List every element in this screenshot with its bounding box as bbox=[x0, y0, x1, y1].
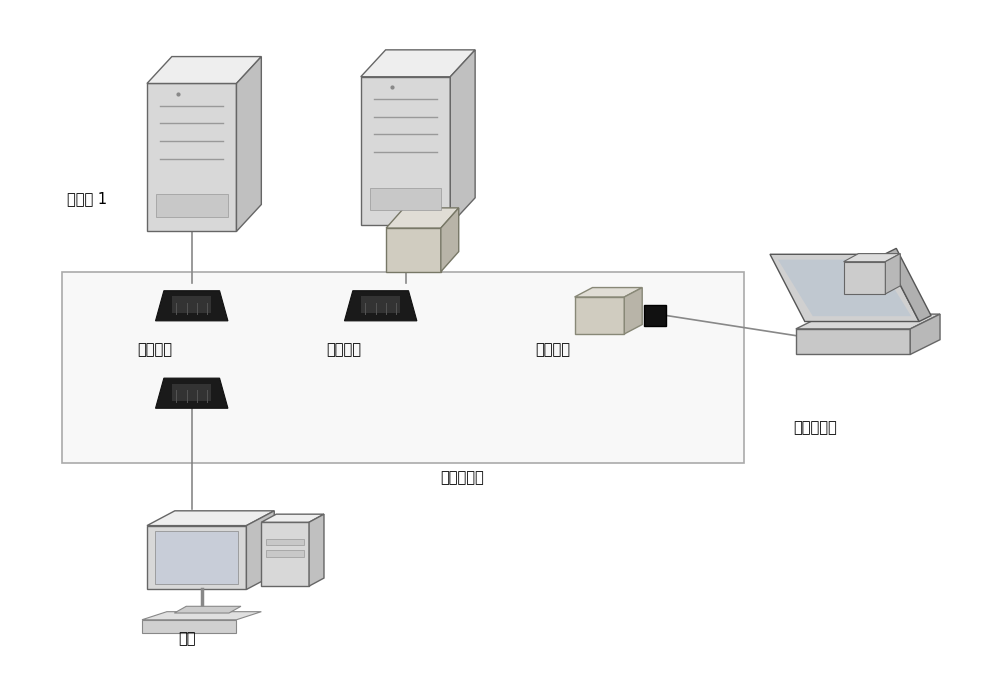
Bar bbox=[266, 539, 304, 545]
Bar bbox=[172, 296, 211, 313]
Text: 服务器 2: 服务器 2 bbox=[386, 191, 426, 206]
Polygon shape bbox=[884, 248, 931, 321]
Polygon shape bbox=[147, 56, 261, 83]
Polygon shape bbox=[261, 514, 324, 522]
Polygon shape bbox=[142, 612, 261, 620]
Bar bbox=[155, 531, 238, 584]
Polygon shape bbox=[156, 378, 228, 408]
Text: 监控端口: 监控端口 bbox=[535, 342, 570, 357]
Bar bbox=[361, 296, 400, 313]
Polygon shape bbox=[796, 329, 910, 355]
Polygon shape bbox=[910, 314, 940, 355]
Text: 数据包捕获: 数据包捕获 bbox=[793, 420, 837, 435]
Polygon shape bbox=[624, 287, 642, 334]
FancyBboxPatch shape bbox=[62, 272, 744, 463]
Polygon shape bbox=[147, 525, 246, 589]
Polygon shape bbox=[142, 620, 236, 633]
Polygon shape bbox=[844, 262, 885, 294]
Polygon shape bbox=[344, 291, 417, 321]
Polygon shape bbox=[885, 254, 900, 294]
Polygon shape bbox=[844, 254, 900, 262]
Polygon shape bbox=[361, 77, 450, 224]
Polygon shape bbox=[441, 208, 459, 272]
Polygon shape bbox=[147, 511, 274, 525]
Polygon shape bbox=[361, 50, 475, 77]
Text: 网络交换机: 网络交换机 bbox=[440, 470, 484, 485]
Bar bbox=[172, 384, 211, 401]
Bar bbox=[266, 551, 304, 557]
Polygon shape bbox=[246, 511, 274, 589]
Polygon shape bbox=[174, 606, 241, 613]
Bar bbox=[156, 195, 228, 216]
Polygon shape bbox=[386, 208, 459, 228]
Text: 客户: 客户 bbox=[178, 631, 196, 647]
Polygon shape bbox=[147, 83, 236, 231]
Polygon shape bbox=[770, 254, 919, 321]
Text: 镜像端口: 镜像端口 bbox=[326, 342, 361, 357]
Polygon shape bbox=[575, 287, 642, 297]
Text: 服务器 1: 服务器 1 bbox=[67, 191, 108, 206]
Polygon shape bbox=[450, 50, 475, 224]
Text: 镜像端口: 镜像端口 bbox=[137, 342, 172, 357]
Bar bbox=[644, 304, 666, 326]
Polygon shape bbox=[575, 297, 624, 334]
Polygon shape bbox=[386, 228, 441, 272]
Polygon shape bbox=[261, 522, 309, 586]
Polygon shape bbox=[796, 314, 940, 329]
Polygon shape bbox=[156, 291, 228, 321]
Polygon shape bbox=[778, 260, 911, 316]
Bar bbox=[370, 188, 441, 210]
Polygon shape bbox=[236, 56, 261, 231]
Polygon shape bbox=[309, 514, 324, 586]
